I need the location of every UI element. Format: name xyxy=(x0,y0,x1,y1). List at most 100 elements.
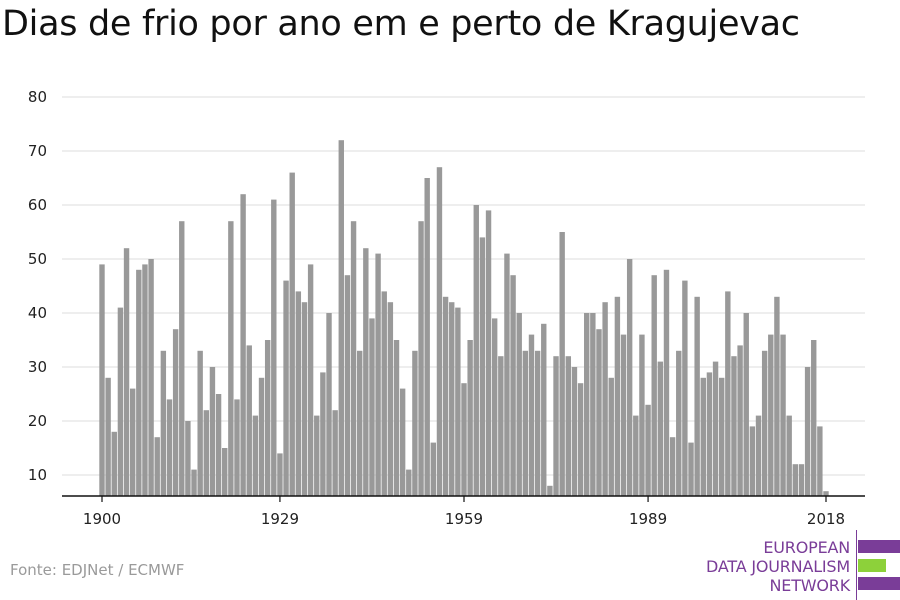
bar xyxy=(258,377,265,496)
bar xyxy=(516,313,522,496)
bar xyxy=(633,415,639,496)
bar xyxy=(553,356,559,496)
source-credit: Fonte: EDJNet / ECMWF xyxy=(10,561,185,579)
bar xyxy=(111,431,117,496)
bar xyxy=(645,404,651,496)
bar xyxy=(577,383,584,496)
bar xyxy=(755,415,762,496)
bar xyxy=(387,302,394,496)
bar xyxy=(154,437,160,496)
bar xyxy=(203,410,210,496)
bar xyxy=(172,329,179,496)
x-tick-label: 1989 xyxy=(629,510,667,528)
bar xyxy=(682,280,688,496)
bar xyxy=(185,421,191,496)
bar xyxy=(718,377,725,496)
bar xyxy=(639,334,645,496)
bar xyxy=(780,334,786,496)
bar xyxy=(676,350,682,496)
bar xyxy=(547,485,553,496)
bar xyxy=(596,329,602,496)
bar xyxy=(283,280,289,496)
bar xyxy=(688,442,694,496)
bar xyxy=(350,221,357,496)
bars xyxy=(99,140,829,496)
bar xyxy=(731,356,737,496)
bar xyxy=(99,264,105,496)
bar xyxy=(271,199,277,496)
bar xyxy=(608,377,614,496)
bar xyxy=(136,269,142,496)
bar xyxy=(442,296,449,496)
bar xyxy=(559,232,565,496)
bar xyxy=(620,334,627,496)
bar xyxy=(467,340,473,496)
bar xyxy=(700,377,706,496)
edjnet-logo: EUROPEAN DATA JOURNALISM NETWORK xyxy=(700,530,900,600)
bar xyxy=(393,340,400,496)
bar-chart: 10 20 30 40 50 60 70 80 1900 1929 1959 1989 2018 xyxy=(28,88,865,528)
bar xyxy=(584,313,590,496)
bar xyxy=(614,296,621,496)
bar xyxy=(295,291,302,496)
bar xyxy=(657,361,664,496)
bar xyxy=(461,383,467,496)
bar xyxy=(565,356,572,496)
bar xyxy=(105,377,111,496)
bar xyxy=(522,350,529,496)
bar xyxy=(418,221,424,496)
logo-line-3: NETWORK xyxy=(769,576,851,595)
bar xyxy=(430,442,437,496)
bar xyxy=(602,302,608,496)
y-axis-tick-labels: 10 20 30 40 50 60 70 80 xyxy=(28,88,47,484)
logo-line-1: EUROPEAN xyxy=(763,538,850,557)
bar xyxy=(338,140,344,496)
bar xyxy=(817,426,823,496)
bar xyxy=(363,248,369,496)
bar xyxy=(804,367,811,496)
bar xyxy=(381,291,387,496)
bar xyxy=(399,388,406,496)
bar xyxy=(240,194,246,496)
bar xyxy=(571,367,578,496)
bar xyxy=(375,253,381,496)
bar xyxy=(669,437,676,496)
y-tick-label: 10 xyxy=(28,466,47,484)
y-tick-label: 30 xyxy=(28,358,47,376)
bar xyxy=(712,361,719,496)
bar xyxy=(534,350,541,496)
y-tick-label: 60 xyxy=(28,196,47,214)
bar xyxy=(289,172,295,496)
bar xyxy=(626,259,633,496)
bar xyxy=(246,345,252,496)
bar xyxy=(436,167,443,496)
bar xyxy=(811,340,817,496)
bar xyxy=(541,323,547,496)
bar xyxy=(307,264,314,496)
bar xyxy=(663,269,670,496)
bar xyxy=(749,426,756,496)
bar xyxy=(528,334,535,496)
bar xyxy=(197,350,203,496)
bar xyxy=(117,307,124,496)
bar xyxy=(792,464,799,496)
bar xyxy=(301,302,308,496)
bar xyxy=(761,350,768,496)
x-tick-label: 1959 xyxy=(445,510,483,528)
bar xyxy=(412,350,418,496)
bar xyxy=(498,356,504,496)
logo-bar-bottom xyxy=(858,577,900,590)
bar xyxy=(706,372,713,496)
bar xyxy=(737,345,743,496)
bar xyxy=(491,318,498,496)
bar xyxy=(129,388,136,496)
bar xyxy=(142,264,148,496)
bar xyxy=(148,259,154,496)
bar xyxy=(215,394,222,496)
bar xyxy=(590,313,596,496)
logo-divider xyxy=(856,530,857,600)
bar xyxy=(651,275,657,496)
y-tick-label: 70 xyxy=(28,142,47,160)
bar xyxy=(485,210,492,496)
bar xyxy=(473,205,479,496)
